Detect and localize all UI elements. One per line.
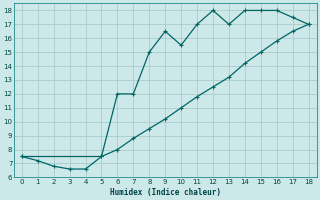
X-axis label: Humidex (Indice chaleur): Humidex (Indice chaleur) bbox=[110, 188, 221, 197]
